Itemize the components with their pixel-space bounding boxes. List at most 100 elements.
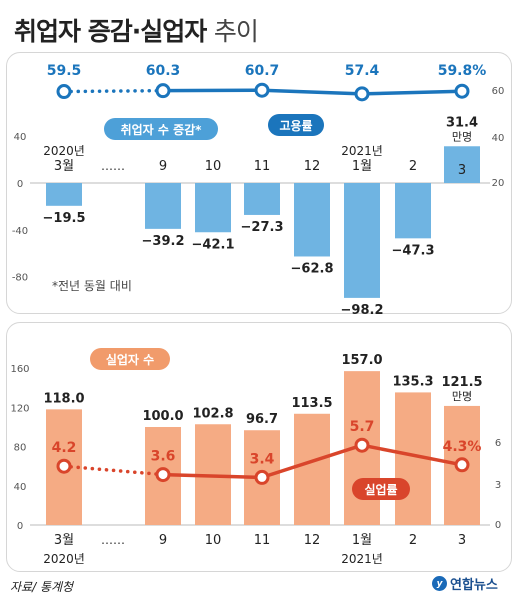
bottom-right-axis-tick: 6: [495, 438, 501, 449]
unemployed-value-label: 113.5: [291, 396, 332, 411]
top-year-label-start: 2020년: [43, 144, 85, 158]
unemployment-rate-point: [155, 467, 171, 483]
bottom-left-axis-tick: 120: [10, 403, 29, 414]
publisher-logo: y 연합뉴스: [432, 574, 498, 593]
title-light: 추이: [213, 17, 259, 46]
chart-title: 취업자 증감·실업자 추이: [14, 12, 259, 48]
bottom-category-label: 3월: [54, 533, 74, 548]
employment-rate-name: 고용률: [279, 118, 312, 133]
employed-bar: [195, 183, 231, 233]
employment-rate-point: [254, 82, 270, 98]
employed-bar: [244, 183, 280, 215]
employed-value-label: −47.3: [392, 243, 435, 258]
unemployment-rate-dotted-segment: [62, 464, 165, 477]
title-main: 취업자 증감·실업자: [14, 17, 207, 46]
bottom-category-label: 9: [159, 533, 167, 548]
employed-value-label: −98.2: [341, 303, 384, 318]
unemployment-rate-line: [162, 443, 463, 480]
top-left-axis-tick: -80: [12, 273, 28, 284]
unemployed-unit-label: 만명: [452, 390, 472, 403]
top-gap-marker: ……: [101, 159, 125, 173]
employed-bar: [145, 183, 181, 229]
unemployed-value-label: 100.0: [142, 409, 183, 424]
employed-bar: [344, 183, 380, 298]
employed-bar: [395, 183, 431, 239]
bottom-right-axis-tick: 0: [495, 520, 501, 531]
bottom-year-label-mid: 2021년: [341, 552, 383, 566]
bottom-left-axis-tick: 80: [14, 443, 27, 454]
unemployment-panel: [6, 322, 512, 572]
bottom-left-axis-tick: 160: [10, 364, 29, 375]
unemployed-series-name: 실업자 수: [106, 352, 154, 367]
bottom-gap-marker: ……: [101, 533, 125, 547]
employment-rate-point: [354, 86, 370, 102]
employment-rate-label: 57.4: [345, 63, 380, 79]
unemployment-rate-name: 실업률: [364, 482, 397, 497]
source-label: 자료/ 통계청: [10, 580, 74, 594]
unemployed-value-label: 121.5: [441, 375, 482, 390]
unemployment-rate-point: [454, 457, 470, 473]
employment-rate-line: [162, 88, 463, 96]
employment-rate-label: 59.5: [47, 63, 82, 79]
employment-rate-point: [56, 84, 72, 100]
employed-value-label: −42.1: [192, 237, 235, 252]
publisher-name: 연합뉴스: [450, 578, 498, 593]
unemployment-rate-point: [354, 437, 370, 453]
employment-rate-dotted-segment: [62, 88, 165, 94]
top-category-label: 2: [409, 159, 417, 174]
unemployment-rate-point: [56, 458, 72, 474]
top-category-label: 3월: [54, 159, 74, 174]
unemployment-rate-label: 5.7: [350, 419, 375, 435]
unemployment-rate-tag: [352, 478, 410, 500]
top-right-axis-tick: 60: [492, 86, 505, 97]
employed-value-label: −19.5: [43, 211, 86, 226]
employed-value-label: −62.8: [291, 261, 334, 276]
employed-value-label: 31.4: [446, 115, 478, 130]
bottom-category-label: 12: [304, 533, 321, 548]
employment-rate-label: 59.8%: [438, 63, 487, 79]
top-category-label: 1월: [352, 159, 372, 174]
unemployed-value-label: 118.0: [43, 391, 84, 406]
top-left-axis-tick: 40: [14, 132, 27, 143]
bottom-year-label-start: 2020년: [43, 552, 85, 566]
employment-panel: [6, 52, 512, 314]
top-left-axis-tick: -40: [12, 226, 28, 237]
unemployed-value-label: 135.3: [392, 374, 433, 389]
top-category-label: 11: [254, 159, 271, 174]
bottom-left-axis-tick: 40: [14, 482, 27, 493]
unemployed-value-label: 96.7: [246, 412, 278, 427]
employed-bar: [444, 146, 480, 183]
top-category-label: 12: [304, 159, 321, 174]
unemployment-rate-point: [254, 469, 270, 485]
top-year-label-mid: 2021년: [341, 144, 383, 158]
unemployment-rate-label: 4.3%: [443, 439, 482, 455]
bottom-category-label: 10: [205, 533, 222, 548]
top-right-axis-tick: 20: [492, 178, 505, 189]
bottom-category-label: 11: [254, 533, 271, 548]
publisher-logo-icon: y: [432, 576, 447, 591]
bottom-category-label: 3: [458, 533, 466, 548]
bottom-category-label: 1월: [352, 533, 372, 548]
employment-rate-point: [454, 83, 470, 99]
unemployed-bar: [294, 413, 330, 525]
top-footnote: *전년 동월 대비: [52, 279, 132, 293]
bottom-category-label: 2: [409, 533, 417, 548]
employment-rate-label: 60.3: [146, 63, 181, 79]
employed-value-label: −39.2: [142, 234, 185, 249]
top-category-label: 10: [205, 159, 222, 174]
bottom-right-axis-tick: 3: [495, 480, 501, 491]
employment-rate-point: [155, 83, 171, 99]
top-category-label: 9: [159, 159, 167, 174]
unemployed-value-label: 102.8: [192, 406, 233, 421]
employment-rate-tag: [268, 114, 324, 136]
top-right-axis-tick: 40: [492, 133, 505, 144]
unemployed-series-tag: [90, 348, 170, 370]
unemployment-rate-label: 3.6: [151, 449, 176, 465]
employed-bar: [294, 183, 330, 257]
employed-bar: [46, 183, 82, 206]
employed-unit-label: 만명: [452, 130, 472, 143]
employment-rate-label: 60.7: [245, 63, 280, 79]
employed-series-name: 취업자 수 증감*: [121, 122, 203, 137]
employed-value-label: −27.3: [241, 220, 284, 235]
